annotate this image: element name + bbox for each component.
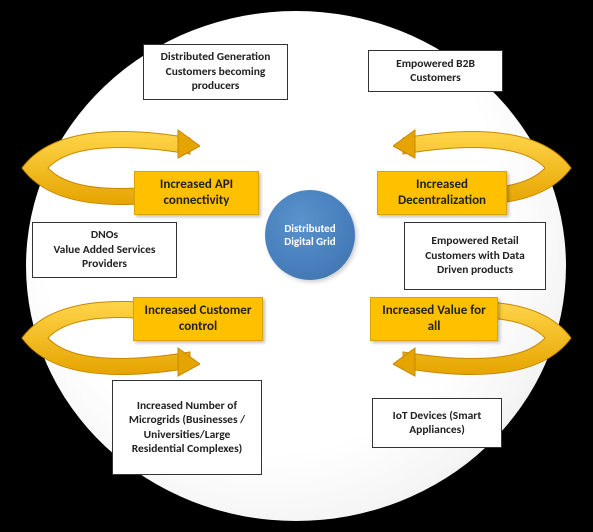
pill-customer-control: Increased Customer control — [133, 297, 263, 341]
pill-decentralization: Increased Decentralization — [377, 171, 507, 215]
center-hub: Distributed Digital Grid — [265, 190, 355, 280]
box-iot-devices: IoT Devices (Smart Appliances) — [372, 398, 502, 448]
box-dnos: DNOs Value Added Services Providers — [32, 222, 177, 278]
box-retail-customers: Empowered Retail Customers with Data Dri… — [404, 222, 546, 290]
box-distributed-generation: Distributed Generation Customers becomin… — [143, 44, 288, 100]
center-hub-label: Distributed Digital Grid — [273, 222, 347, 248]
box-microgrids: Increased Number of Microgrids (Business… — [112, 380, 262, 475]
pill-api-connectivity: Increased API connectivity — [134, 171, 259, 215]
pill-value-for-all: Increased Value for all — [370, 297, 498, 341]
box-b2b-customers: Empowered B2B Customers — [368, 50, 503, 92]
